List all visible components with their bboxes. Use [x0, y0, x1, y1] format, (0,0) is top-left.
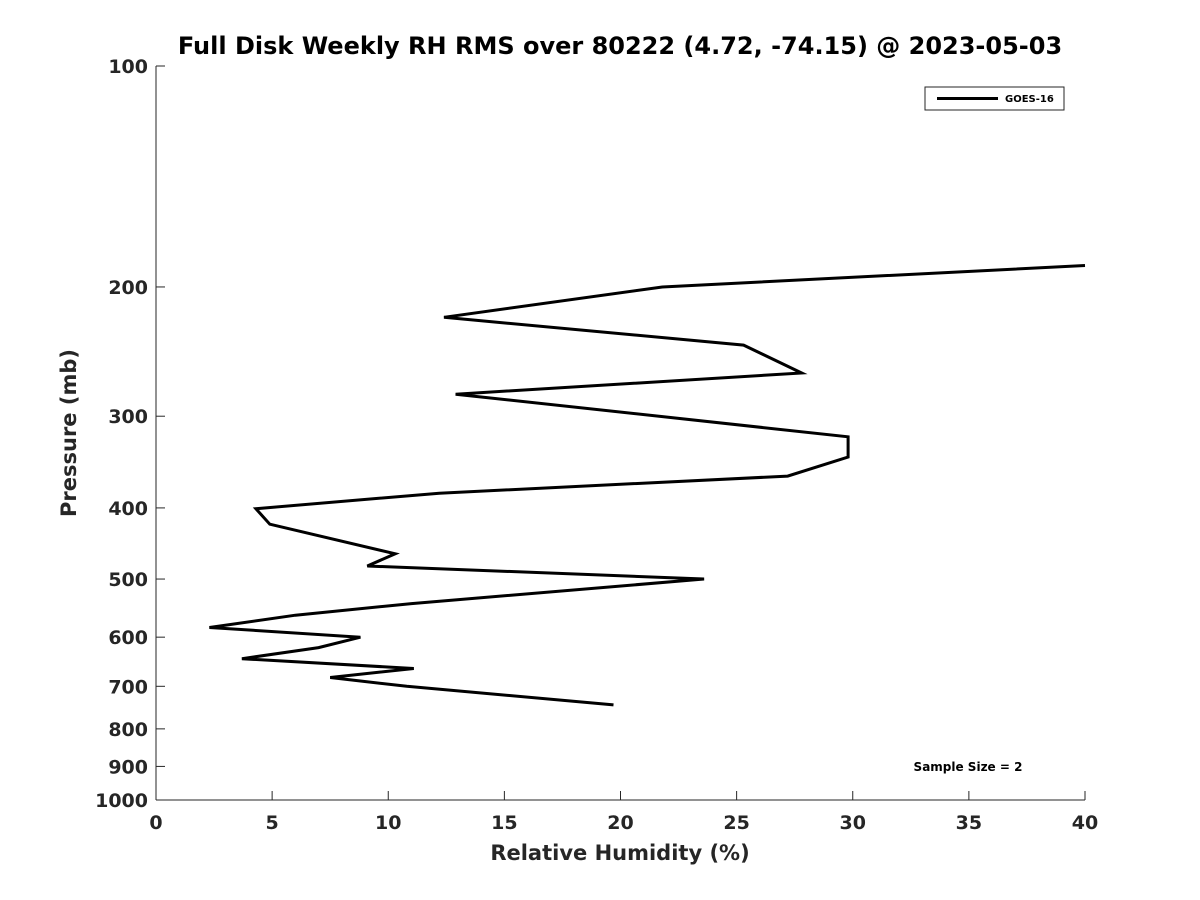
y-tick-label: 800 — [108, 719, 148, 741]
chart-title: Full Disk Weekly RH RMS over 80222 (4.72… — [178, 32, 1062, 60]
y-tick-label: 700 — [108, 676, 148, 698]
legend-label-goes-16: GOES-16 — [1005, 94, 1054, 105]
series-layer — [209, 264, 1086, 707]
x-axis-label: Relative Humidity (%) — [490, 841, 749, 865]
y-tick-label: 300 — [108, 406, 148, 428]
x-tick-label: 0 — [149, 812, 162, 834]
x-tick-label: 15 — [491, 812, 517, 834]
y-tick-label: 1000 — [95, 790, 148, 812]
y-axis-ticks: 100 200 300 400 500 600 700 800 900 1000 — [95, 56, 165, 812]
series-line-goes-16 — [209, 264, 1086, 707]
x-tick-label: 25 — [723, 812, 749, 834]
x-tick-label: 20 — [607, 812, 633, 834]
y-tick-label: 100 — [108, 56, 148, 78]
y-axis-label: Pressure (mb) — [57, 349, 81, 517]
y-tick-label: 200 — [108, 277, 148, 299]
sample-size-annotation: Sample Size = 2 — [914, 760, 1023, 774]
x-tick-label: 40 — [1072, 812, 1098, 834]
x-tick-label: 5 — [266, 812, 279, 834]
x-axis-ticks: 0 5 10 15 20 25 30 35 40 — [149, 791, 1098, 834]
x-tick-label: 10 — [375, 812, 401, 834]
x-tick-label: 30 — [840, 812, 866, 834]
x-tick-label: 35 — [956, 812, 982, 834]
y-tick-label: 400 — [108, 498, 148, 520]
y-tick-label: 600 — [108, 627, 148, 649]
y-tick-label: 900 — [108, 756, 148, 778]
y-tick-label: 500 — [108, 569, 148, 591]
legend: GOES-16 — [924, 86, 1065, 111]
